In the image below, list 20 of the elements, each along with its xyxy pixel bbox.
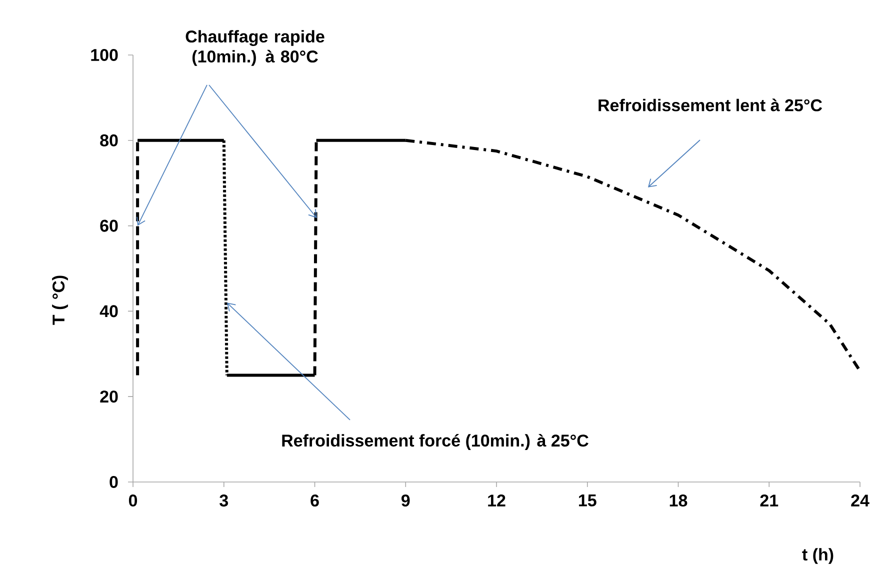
y-tick-label: 40 [100,305,118,318]
x-tick-label: 6 [310,494,319,507]
x-tick-label: 15 [578,494,596,506]
x-tick-label: 3 [220,494,228,507]
y-tick-label: 0 [110,476,118,488]
x-tick-label: 21 [760,494,778,506]
x-axis-title: t (h) [802,548,834,564]
y-tick-label: 100 [91,48,118,62]
y-tick-label: 20 [100,390,118,403]
y-tick-label: 80 [100,134,118,146]
y-axis-title: T ( °C) [52,276,68,325]
x-tick-label: 9 [402,494,410,507]
x-tick-label: 18 [670,494,688,507]
annotation: Chauffage rapide (10min.) à 80°C [186,30,324,66]
y-tick-label: 60 [100,220,118,232]
x-tick-label: 12 [488,494,506,506]
annotation: Refroidissement lent à 25°C [598,98,822,112]
x-tick-label: 24 [851,494,870,506]
x-tick-label: 0 [128,494,138,507]
annotation: Refroidissement forcé (10min.) à 25°C [282,434,588,450]
